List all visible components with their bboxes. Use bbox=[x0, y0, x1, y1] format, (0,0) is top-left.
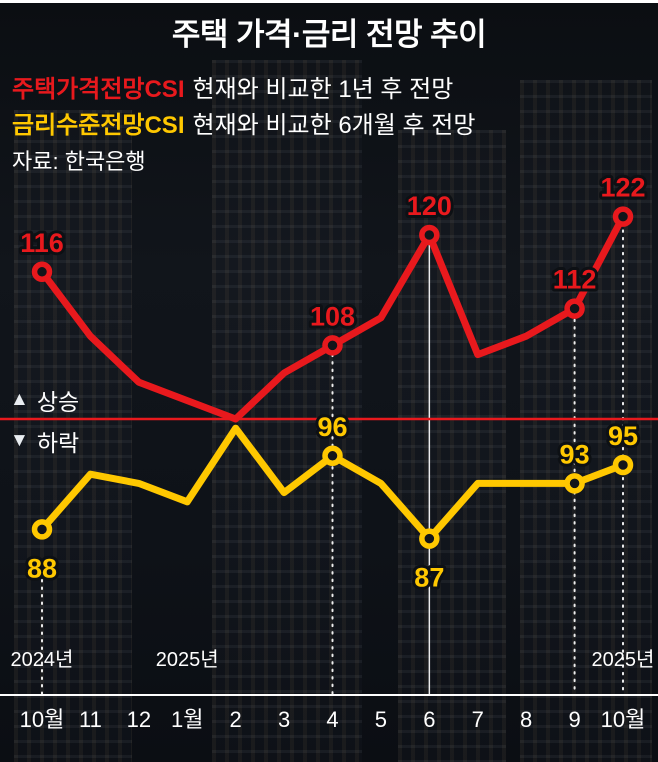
data-label-0-11: 112 bbox=[553, 265, 597, 295]
fall-indicator: ▼ 하락 bbox=[10, 424, 79, 458]
data-label-1-6: 96 bbox=[317, 412, 347, 442]
legend-series1-name: 주택가격전망CSI bbox=[12, 76, 185, 103]
data-label-1-0: 88 bbox=[27, 553, 57, 583]
data-point-marker-1-8 bbox=[419, 528, 440, 549]
data-point-marker-0-11 bbox=[564, 298, 585, 319]
data-point-marker-1-11 bbox=[564, 473, 585, 494]
up-triangle-icon: ▲ bbox=[10, 389, 29, 410]
x-tick-label-11: 9 bbox=[568, 707, 580, 732]
fall-label: 하락 bbox=[36, 430, 80, 456]
data-point-marker-1-6 bbox=[322, 445, 343, 467]
data-point-marker-0-6 bbox=[322, 335, 343, 356]
chart-title: 주택 가격·금리 전망 추이 bbox=[171, 17, 487, 52]
x-tick-label-7: 5 bbox=[375, 707, 387, 732]
building-silhouette bbox=[398, 130, 506, 762]
data-label-0-0: 116 bbox=[20, 228, 64, 258]
x-tick-label-6: 4 bbox=[326, 707, 338, 732]
x-tick-label-0: 10월 bbox=[20, 707, 65, 732]
data-point-marker-1-0 bbox=[31, 519, 53, 540]
data-label-1-8: 87 bbox=[414, 563, 444, 593]
x-tick-label-2: 12 bbox=[127, 707, 151, 732]
x-tick-label-12: 10월 bbox=[601, 707, 646, 732]
x-tick-label-4: 2 bbox=[230, 707, 242, 732]
rise-indicator: ▲ 상승 bbox=[10, 383, 79, 417]
data-label-0-8: 120 bbox=[407, 191, 452, 221]
legend-row-housing: 주택가격전망CSI 현재와 비교한 1년 후 전망 bbox=[12, 72, 475, 108]
data-point-marker-1-12 bbox=[612, 454, 634, 476]
data-label-0-6: 108 bbox=[310, 301, 355, 331]
x-tick-label-8: 6 bbox=[423, 707, 435, 732]
building-silhouette bbox=[212, 60, 362, 762]
source-note: 자료: 한국은행 bbox=[12, 149, 146, 174]
x-tick-label-10: 8 bbox=[520, 707, 532, 732]
down-triangle-icon: ▼ bbox=[10, 430, 29, 451]
legend-series2-desc: 현재와 비교한 6개월 후 전망 bbox=[192, 112, 476, 139]
legend-series1-desc: 현재와 비교한 1년 후 전망 bbox=[192, 76, 454, 103]
x-tick-label-5: 3 bbox=[278, 707, 290, 732]
x-tick-label-9: 7 bbox=[472, 707, 484, 732]
x-tick-label-3: 1월 bbox=[171, 707, 203, 732]
data-point-marker-0-0 bbox=[31, 261, 53, 283]
top-divider bbox=[0, 0, 658, 3]
legend-series2-name: 금리수준전망CSI bbox=[12, 112, 185, 139]
legend-row-rate: 금리수준전망CSI 현재와 비교한 6개월 후 전망 bbox=[12, 108, 475, 144]
data-point-marker-0-12 bbox=[612, 206, 634, 227]
legend: 주택가격전망CSI 현재와 비교한 1년 후 전망 금리수준전망CSI 현재와 비교… bbox=[12, 72, 475, 180]
year-label-0: 2024년 bbox=[11, 648, 74, 671]
data-label-0-12: 122 bbox=[600, 173, 645, 203]
year-label-1: 2025년 bbox=[156, 648, 219, 671]
x-tick-label-1: 11 bbox=[79, 707, 102, 732]
building-silhouette bbox=[520, 80, 652, 762]
year-label-2: 2025년 bbox=[592, 648, 655, 671]
data-point-marker-0-8 bbox=[419, 224, 440, 246]
data-label-1-12: 95 bbox=[608, 421, 638, 451]
building-silhouette bbox=[14, 110, 132, 762]
rise-label: 상승 bbox=[36, 389, 80, 415]
data-label-1-11: 93 bbox=[560, 439, 590, 469]
